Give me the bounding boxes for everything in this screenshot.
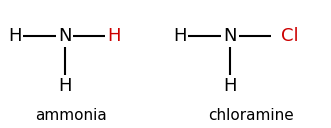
Text: N: N — [223, 27, 237, 45]
Text: chloramine: chloramine — [208, 108, 294, 123]
Text: N: N — [58, 27, 71, 45]
Text: H: H — [58, 77, 71, 95]
Text: H: H — [8, 27, 22, 45]
Text: ammonia: ammonia — [35, 108, 107, 123]
Text: H: H — [108, 27, 121, 45]
Text: H: H — [223, 77, 237, 95]
Text: Cl: Cl — [281, 27, 299, 45]
Text: H: H — [174, 27, 187, 45]
